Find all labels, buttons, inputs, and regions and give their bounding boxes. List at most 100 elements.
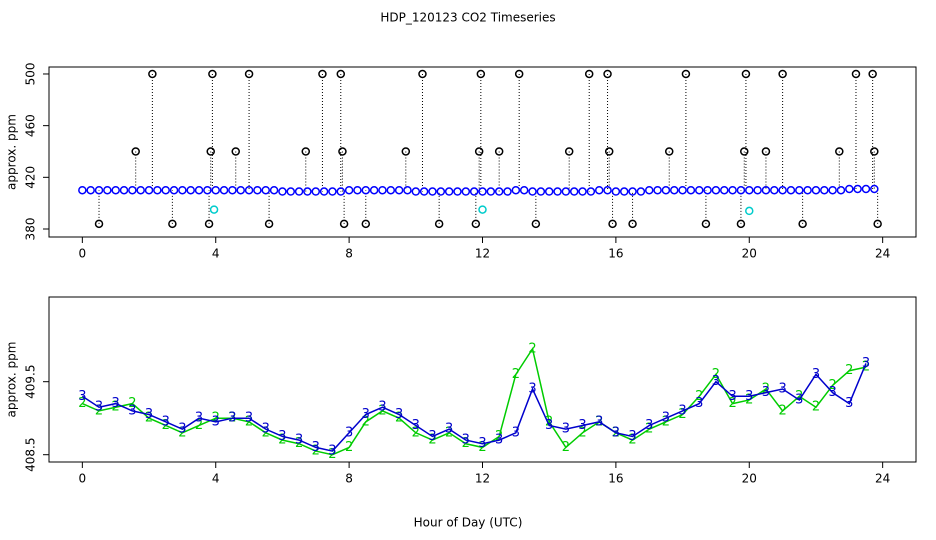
point-marker: 3 <box>328 444 336 459</box>
point <box>461 187 471 196</box>
x-tick-label: 12 <box>475 247 490 261</box>
point-marker: 3 <box>578 418 586 433</box>
point-marker: 2 <box>312 444 320 459</box>
point <box>761 185 771 195</box>
point-marker: 3 <box>812 367 820 382</box>
point-marker: 2 <box>378 403 386 418</box>
point <box>870 184 879 194</box>
point <box>236 185 245 195</box>
point <box>353 185 362 195</box>
point-marker: 3 <box>378 400 386 415</box>
point-marker: 2 <box>778 403 786 418</box>
y-tick-label: 408.5 <box>24 438 38 472</box>
point <box>686 185 696 195</box>
point <box>228 185 237 195</box>
point-marker: 2 <box>795 389 803 404</box>
point <box>361 185 371 195</box>
point <box>835 147 844 156</box>
point <box>761 147 771 156</box>
point-marker: 3 <box>745 389 753 404</box>
point <box>628 187 637 196</box>
point <box>608 219 617 229</box>
point <box>741 69 751 79</box>
point <box>628 219 637 229</box>
point <box>338 147 347 156</box>
y-tick-label: 409.5 <box>24 365 38 399</box>
point <box>203 185 212 195</box>
point-marker: 2 <box>112 400 120 415</box>
point-marker: 2 <box>845 363 853 378</box>
point <box>845 184 854 194</box>
point <box>128 185 137 195</box>
point-marker: 2 <box>262 425 270 440</box>
chart-title: HDP_120123 CO2 Timeseries <box>380 11 555 25</box>
point <box>870 147 879 156</box>
point <box>94 219 104 229</box>
point <box>644 185 654 195</box>
point-marker: 3 <box>728 389 736 404</box>
point <box>418 69 427 79</box>
point <box>244 69 254 79</box>
x-tick-label: 24 <box>875 247 890 261</box>
point <box>401 147 411 156</box>
point <box>553 187 562 196</box>
point <box>786 185 796 195</box>
point <box>478 205 487 214</box>
point-marker: 2 <box>195 418 203 433</box>
point-marker: 2 <box>145 411 153 426</box>
point <box>873 219 882 229</box>
point-marker: 3 <box>395 407 403 422</box>
point <box>244 185 254 195</box>
x-tick-label: 12 <box>475 472 490 486</box>
point <box>319 187 329 196</box>
point <box>811 185 821 195</box>
point-marker: 2 <box>462 436 470 451</box>
point <box>86 185 95 195</box>
point-marker: 2 <box>528 341 536 356</box>
point <box>820 185 829 195</box>
point-marker: 2 <box>678 407 686 422</box>
point <box>264 219 274 229</box>
point <box>720 185 729 195</box>
point <box>494 187 504 196</box>
point <box>161 185 170 195</box>
point <box>803 185 812 195</box>
y-tick-label: 500 <box>24 63 38 86</box>
point-marker: 2 <box>495 429 503 444</box>
point <box>853 184 862 194</box>
point-marker: 3 <box>528 381 536 396</box>
point <box>444 187 454 196</box>
y-tick-label: 380 <box>24 218 38 241</box>
point <box>186 185 195 195</box>
y-axis-label: approx. ppm <box>5 114 19 190</box>
point <box>770 185 779 195</box>
point-marker: 3 <box>562 422 570 437</box>
point <box>703 185 712 195</box>
point-marker: 3 <box>678 403 686 418</box>
point-marker: 3 <box>662 411 670 426</box>
point <box>544 187 554 196</box>
point <box>584 69 594 79</box>
point <box>736 185 746 195</box>
point-marker: 2 <box>545 414 553 429</box>
point <box>269 185 279 195</box>
point <box>471 219 481 229</box>
point-marker: 3 <box>612 425 620 440</box>
point <box>728 185 737 195</box>
y-tick-label: 460 <box>24 114 38 137</box>
point <box>394 185 404 195</box>
point-marker: 3 <box>312 440 320 455</box>
point-marker: 3 <box>345 425 353 440</box>
point <box>419 187 429 196</box>
point <box>208 69 217 79</box>
point <box>328 187 337 196</box>
point-marker: 3 <box>695 396 703 411</box>
point <box>428 187 437 196</box>
point <box>711 185 721 195</box>
point <box>594 185 604 195</box>
point <box>336 69 346 79</box>
point <box>78 185 87 195</box>
point-marker: 2 <box>812 400 820 415</box>
